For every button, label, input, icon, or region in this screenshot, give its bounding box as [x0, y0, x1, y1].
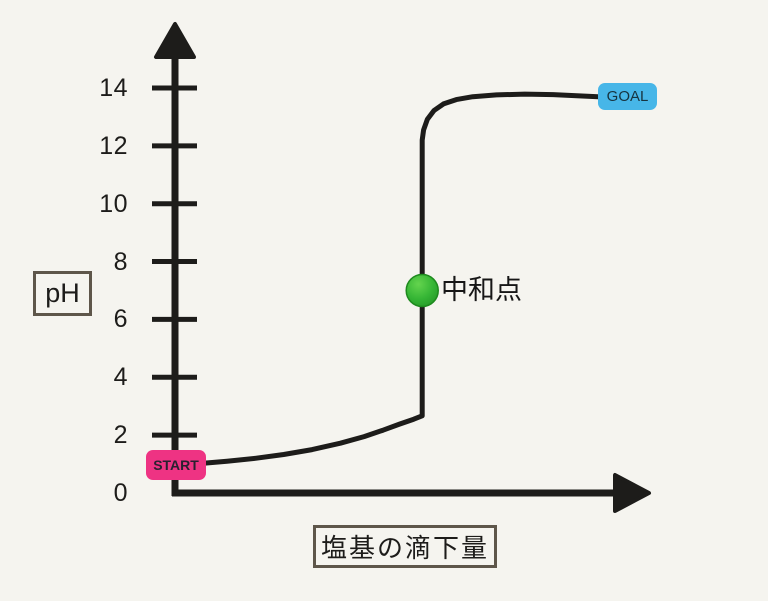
y-axis-arrowhead: [154, 22, 196, 59]
y-tick-label-6: 6: [113, 305, 128, 334]
y-tick-marks: [152, 85, 197, 438]
y-tick-label-0: 0: [113, 479, 128, 507]
x-axis-title-text: 塩基の滴下量: [320, 533, 489, 563]
neutral-point-label: 中和点: [441, 275, 522, 305]
y-tick-label-4: 4: [113, 363, 128, 392]
y-tick-label-2: 2: [113, 421, 128, 450]
titration-curve: [200, 91, 601, 466]
x-axis-arrowhead: [613, 473, 651, 513]
goal-badge: GOAL: [598, 83, 657, 110]
y-axis-title-text: pH: [45, 278, 80, 308]
y-tick-label-12: 12: [99, 131, 128, 160]
y-tick-label-10: 10: [99, 189, 128, 218]
neutral-point-marker: [405, 273, 439, 308]
y-tick-label-14: 14: [99, 73, 128, 102]
start-badge: START: [146, 450, 206, 480]
y-tick-label-8: 8: [113, 247, 128, 276]
y-axis-title: pH: [33, 271, 92, 316]
x-axis-title: 塩基の滴下量: [313, 525, 497, 568]
